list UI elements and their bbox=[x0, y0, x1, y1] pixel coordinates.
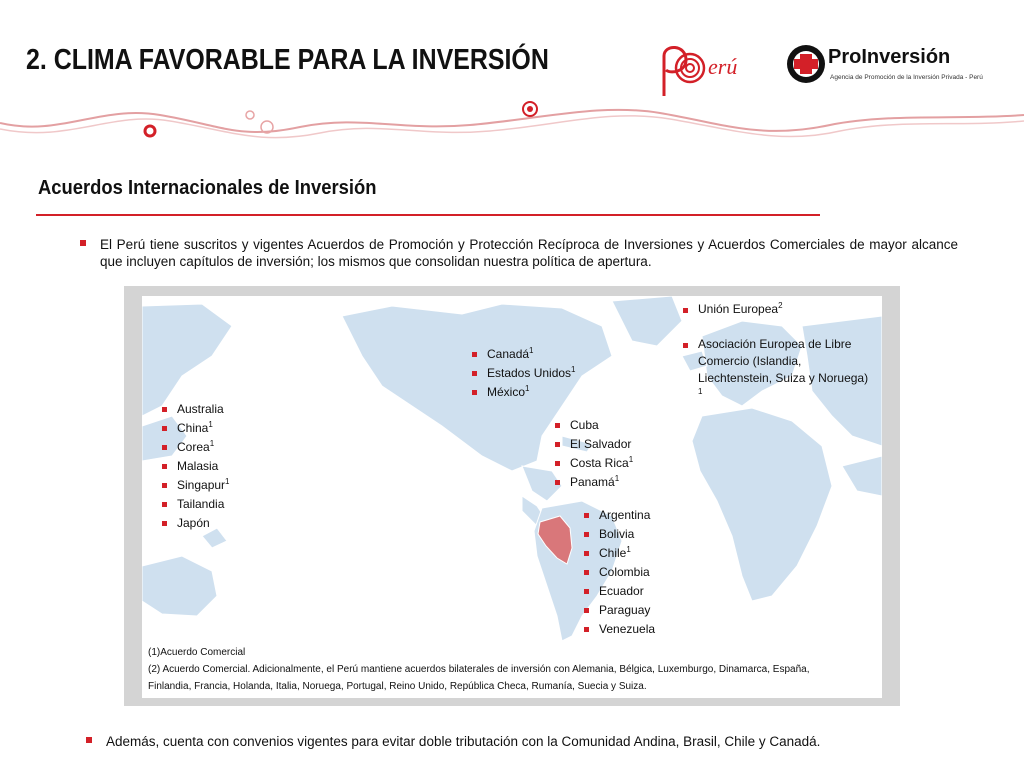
list-item: Estados Unidos1 bbox=[470, 364, 576, 383]
asia-pacific-list: Australia China1 Corea1 Malasia Singapur… bbox=[160, 400, 230, 533]
world-map: Australia China1 Corea1 Malasia Singapur… bbox=[142, 296, 882, 698]
list-item: Canadá1 bbox=[470, 345, 576, 364]
footnote-2: (2) Acuerdo Comercial. Adicionalmente, e… bbox=[148, 664, 810, 675]
list-item: Corea1 bbox=[160, 438, 230, 457]
north-america-list: Canadá1 Estados Unidos1 México1 bbox=[470, 345, 576, 402]
list-item: Tailandia bbox=[160, 495, 230, 514]
bullet-square-icon bbox=[86, 737, 92, 743]
world-map-graphic bbox=[142, 296, 882, 642]
list-item: 1 bbox=[698, 387, 703, 396]
list-item: Singapur1 bbox=[160, 476, 230, 495]
peru-highlight bbox=[537, 515, 573, 565]
central-america-list: Cuba El Salvador Costa Rica1 Panamá1 bbox=[553, 416, 633, 492]
list-item: Venezuela bbox=[582, 620, 655, 639]
closing-text: Además, cuenta con convenios vigentes pa… bbox=[106, 734, 821, 749]
list-item: Ecuador bbox=[582, 582, 655, 601]
proinversion-logo: ProInversión Agencia de Promoción de la … bbox=[786, 42, 996, 90]
list-item: Paraguay bbox=[582, 601, 655, 620]
list-item: Panamá1 bbox=[553, 473, 633, 492]
list-item: Liechtenstein, Suiza y Noruega) bbox=[698, 371, 869, 385]
list-item: Comercio (Islandia, bbox=[698, 354, 802, 368]
list-item: Bolivia bbox=[582, 525, 655, 544]
page-title: 2. CLIMA FAVORABLE PARA LA INVERSIÓN bbox=[26, 44, 549, 76]
list-item: Chile1 bbox=[582, 544, 655, 563]
list-item: China1 bbox=[160, 419, 230, 438]
closing-bullet: Además, cuenta con convenios vigentes pa… bbox=[86, 733, 986, 750]
list-item: Cuba bbox=[553, 416, 633, 435]
list-item: Japón bbox=[160, 514, 230, 533]
bullet-square-icon bbox=[80, 240, 86, 246]
intro-bullet: El Perú tiene suscritos y vigentes Acuer… bbox=[80, 236, 958, 270]
peru-brand-logo: erú bbox=[652, 38, 772, 100]
section-subtitle: Acuerdos Internacionales de Inversión bbox=[38, 177, 377, 199]
list-item: Unión Europea2 bbox=[681, 301, 868, 318]
subtitle-divider bbox=[36, 214, 820, 216]
list-item: Argentina bbox=[582, 506, 655, 525]
proinversion-name: ProInversión bbox=[828, 46, 951, 68]
south-america-list: Argentina Bolivia Chile1 Colombia Ecuado… bbox=[582, 506, 655, 639]
proinversion-tagline: Agencia de Promoción de la Inversión Pri… bbox=[830, 74, 983, 81]
list-item: Asociación Europea de Libre bbox=[681, 336, 868, 353]
list-item: Costa Rica1 bbox=[553, 454, 633, 473]
map-frame: Australia China1 Corea1 Malasia Singapur… bbox=[124, 286, 900, 706]
europe-list: Unión Europea2 Asociación Europea de Lib… bbox=[681, 301, 868, 397]
footnote-1: (1)Acuerdo Comercial bbox=[148, 647, 246, 658]
list-item: México1 bbox=[470, 383, 576, 402]
list-item: Australia bbox=[160, 400, 230, 419]
list-item: Colombia bbox=[582, 563, 655, 582]
svg-text:erú: erú bbox=[708, 54, 737, 79]
decorative-swoosh bbox=[0, 101, 1024, 139]
intro-text: El Perú tiene suscritos y vigentes Acuer… bbox=[100, 237, 958, 269]
footnotes: (1)Acuerdo Comercial (2) Acuerdo Comerci… bbox=[148, 644, 809, 695]
footnote-2-cont: Finlandia, Francia, Holanda, Italia, Nor… bbox=[148, 681, 647, 692]
list-item: El Salvador bbox=[553, 435, 633, 454]
list-item: Malasia bbox=[160, 457, 230, 476]
